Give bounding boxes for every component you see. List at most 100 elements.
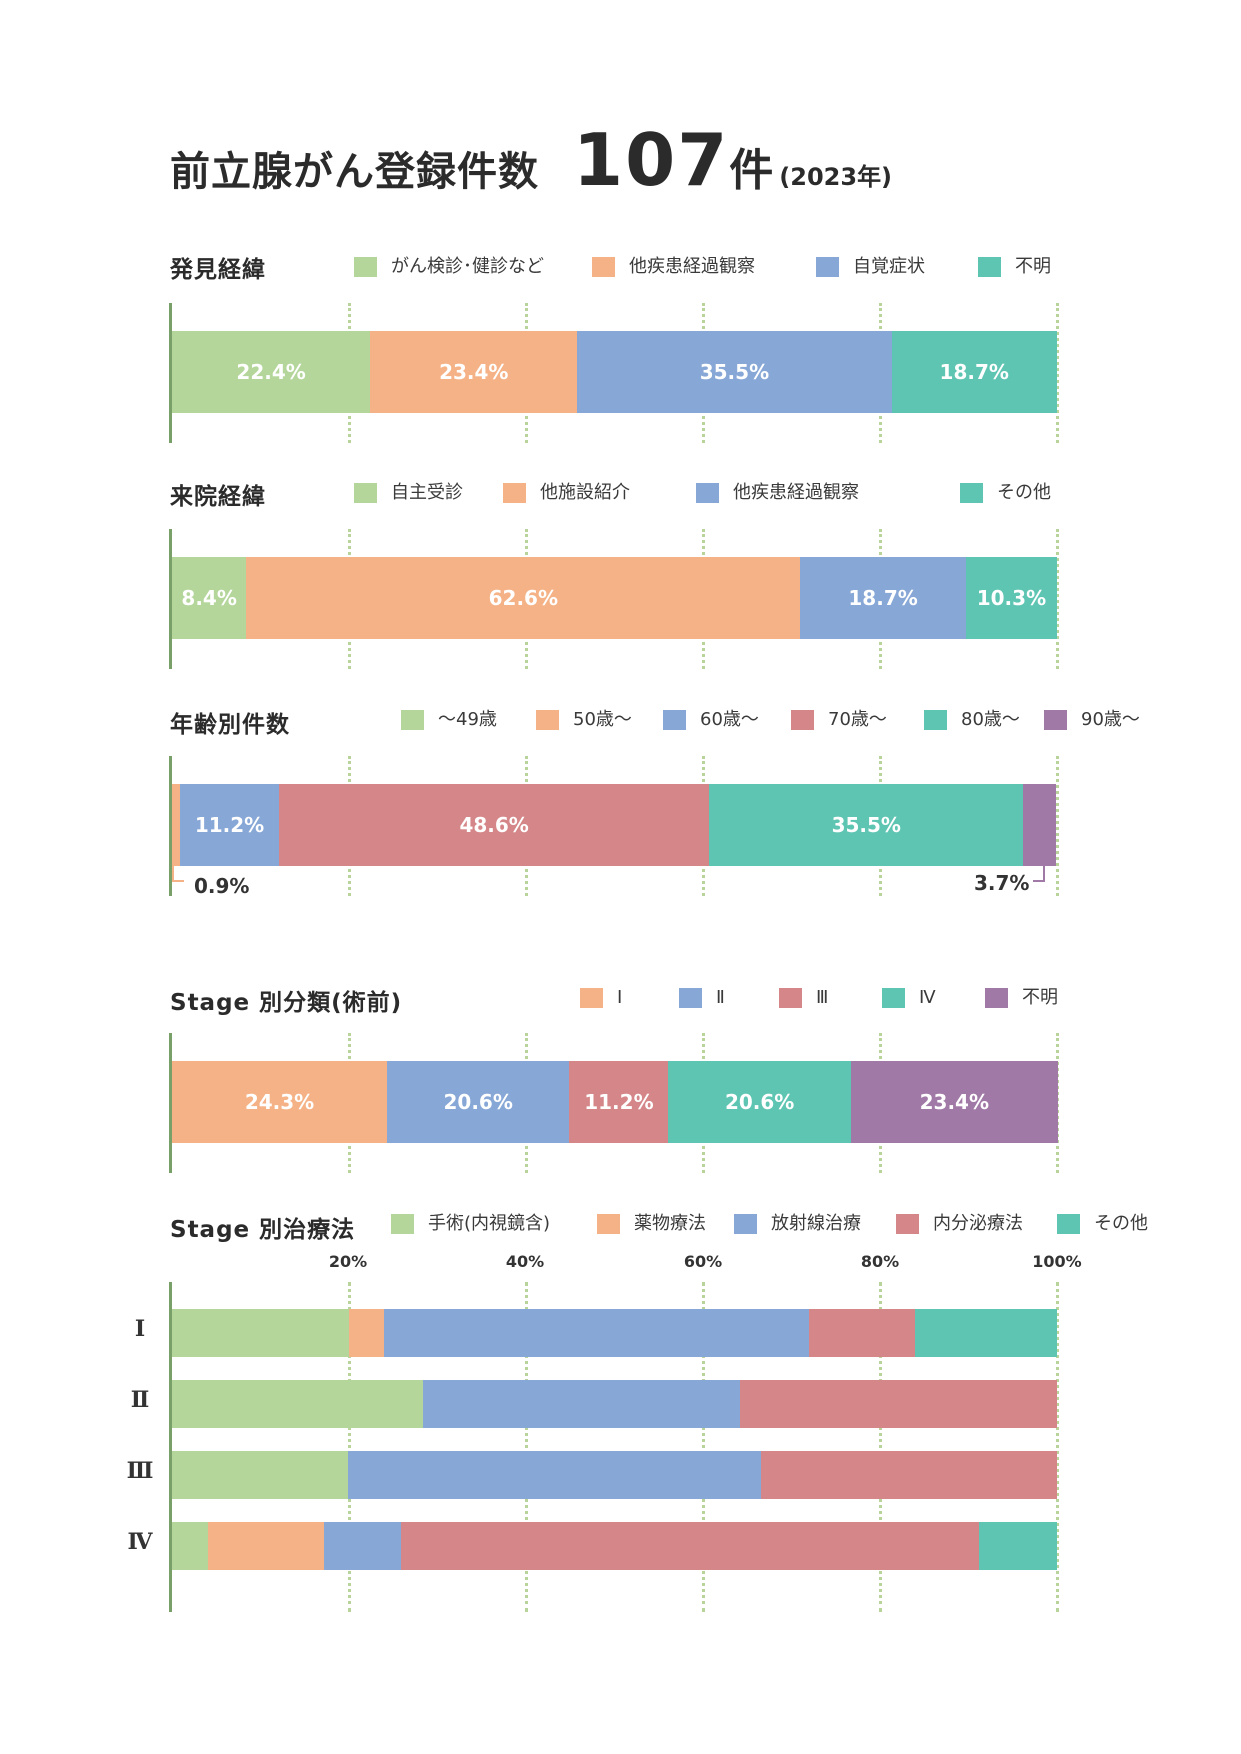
legend-swatch: [592, 257, 615, 277]
legend-swatch: [679, 988, 702, 1008]
bar-segment: 18.7%: [891, 331, 1057, 413]
data-label: 11.2%: [584, 1090, 654, 1114]
legend-swatch: [401, 710, 424, 730]
data-label: 23.4%: [919, 1090, 990, 1114]
bar-segment: [423, 1380, 741, 1428]
stacked-bar: [172, 1380, 1057, 1428]
data-label: 23.4%: [439, 360, 509, 384]
bar-segment: 23.4%: [850, 1061, 1058, 1143]
legend-label: Ⅳ: [919, 987, 936, 1008]
legend-label: 70歳～: [828, 709, 887, 730]
legend-item: 他疾患経過観察: [696, 482, 859, 504]
data-label: 18.7%: [848, 586, 918, 610]
legend-item: 放射線治療: [734, 1213, 861, 1235]
legend-label: 50歳～: [573, 709, 632, 730]
stacked-bar: 11.2% 48.6% 35.5%: [172, 784, 1057, 866]
bar-segment: [1023, 784, 1057, 866]
gridline: [702, 1282, 705, 1612]
legend-item: 手術(内視鏡含): [391, 1213, 550, 1235]
legend-label: Ⅱ: [716, 987, 725, 1008]
legend-label: 80歳～: [961, 709, 1020, 730]
legend-swatch: [978, 257, 1001, 277]
bar-segment: [809, 1309, 916, 1357]
bar-segment: [384, 1309, 810, 1357]
bar-segment: 22.4%: [172, 331, 371, 413]
bar-segment: [324, 1522, 402, 1570]
data-label: 35.5%: [699, 360, 770, 384]
row-label: Ⅰ: [134, 1316, 146, 1342]
bar-segment: 23.4%: [370, 331, 578, 413]
legend-item: 60歳～: [663, 709, 759, 731]
bar-segment: [172, 1309, 349, 1357]
y-axis-line: [169, 756, 172, 896]
page-title: 前立腺がん登録件数 107件 (2023年): [170, 118, 892, 202]
section-title-treatment: Stage 別治療法: [170, 1217, 356, 1243]
legend-label: 放射線治療: [771, 1213, 861, 1234]
legend-swatch: [663, 710, 686, 730]
data-label: 24.3%: [244, 1090, 315, 1114]
stacked-bar: 8.4% 62.6% 18.7% 10.3%: [172, 557, 1057, 639]
gridline: [1056, 1282, 1059, 1612]
row-label: Ⅲ: [126, 1458, 154, 1484]
bar-segment: 24.3%: [172, 1061, 388, 1143]
section-title-age: 年齢別件数: [170, 712, 290, 738]
legend-item: 70歳～: [791, 709, 887, 731]
outside-data-label: 3.7%: [974, 871, 1030, 895]
legend-item: ～49歳: [401, 709, 497, 731]
legend-swatch: [1057, 1214, 1080, 1234]
legend-item: 50歳～: [536, 709, 632, 731]
outside-data-label: 0.9%: [194, 874, 250, 898]
gridline: [1056, 303, 1059, 443]
legend-swatch: [354, 257, 377, 277]
bar-segment: [172, 784, 180, 866]
legend-label: 自覚症状: [853, 256, 925, 277]
legend-swatch: [816, 257, 839, 277]
legend-label: Ⅲ: [816, 987, 829, 1008]
section-title-discovery: 発見経緯: [170, 257, 266, 283]
bar-segment: 18.7%: [800, 557, 966, 639]
total-count: 107: [573, 118, 730, 202]
legend-item: Ⅰ: [580, 987, 622, 1009]
bar-segment: [348, 1451, 762, 1499]
x-tick-label: 40%: [505, 1252, 545, 1271]
gridline: [1056, 529, 1059, 669]
legend-swatch: [354, 483, 377, 503]
stacked-bar: [172, 1309, 1057, 1357]
title-year: (2023年): [779, 163, 893, 191]
legend-swatch: [696, 483, 719, 503]
data-label: 8.4%: [181, 586, 237, 610]
data-label: 20.6%: [724, 1090, 795, 1114]
legend-swatch: [896, 1214, 919, 1234]
bar-segment: 35.5%: [577, 331, 892, 413]
row-label: Ⅳ: [127, 1529, 153, 1555]
legend-swatch: [882, 988, 905, 1008]
legend-label: 内分泌療法: [933, 1213, 1023, 1234]
section-title-visit: 来院経緯: [170, 484, 266, 510]
legend-swatch: [597, 1214, 620, 1234]
legend-label: 他施設紹介: [540, 482, 630, 503]
small-value-bracket: [1033, 866, 1045, 882]
stacked-bar: [172, 1522, 1057, 1570]
bar-segment: [401, 1522, 980, 1570]
legend-swatch: [791, 710, 814, 730]
legend-label: その他: [1094, 1213, 1148, 1234]
row-label: Ⅱ: [130, 1387, 150, 1413]
x-tick-label: 60%: [683, 1252, 723, 1271]
data-label: 35.5%: [831, 813, 901, 837]
bar-segment: 20.6%: [668, 1061, 851, 1143]
small-value-bracket: [172, 866, 184, 882]
x-tick-label: 100%: [1032, 1252, 1082, 1271]
legend-label: 不明: [1022, 987, 1058, 1008]
bar-segment: 62.6%: [246, 557, 801, 639]
legend-swatch: [924, 710, 947, 730]
legend-label: その他: [997, 482, 1051, 503]
bar-segment: [172, 1380, 424, 1428]
y-axis-line: [169, 303, 172, 443]
x-tick-label: 20%: [328, 1252, 368, 1271]
gridline: [348, 1282, 351, 1612]
bar-segment: 11.2%: [179, 784, 280, 866]
legend-item: 薬物療法: [597, 1213, 706, 1235]
legend-item: Ⅱ: [679, 987, 725, 1009]
legend-swatch: [985, 988, 1008, 1008]
y-axis-line: [169, 529, 172, 669]
